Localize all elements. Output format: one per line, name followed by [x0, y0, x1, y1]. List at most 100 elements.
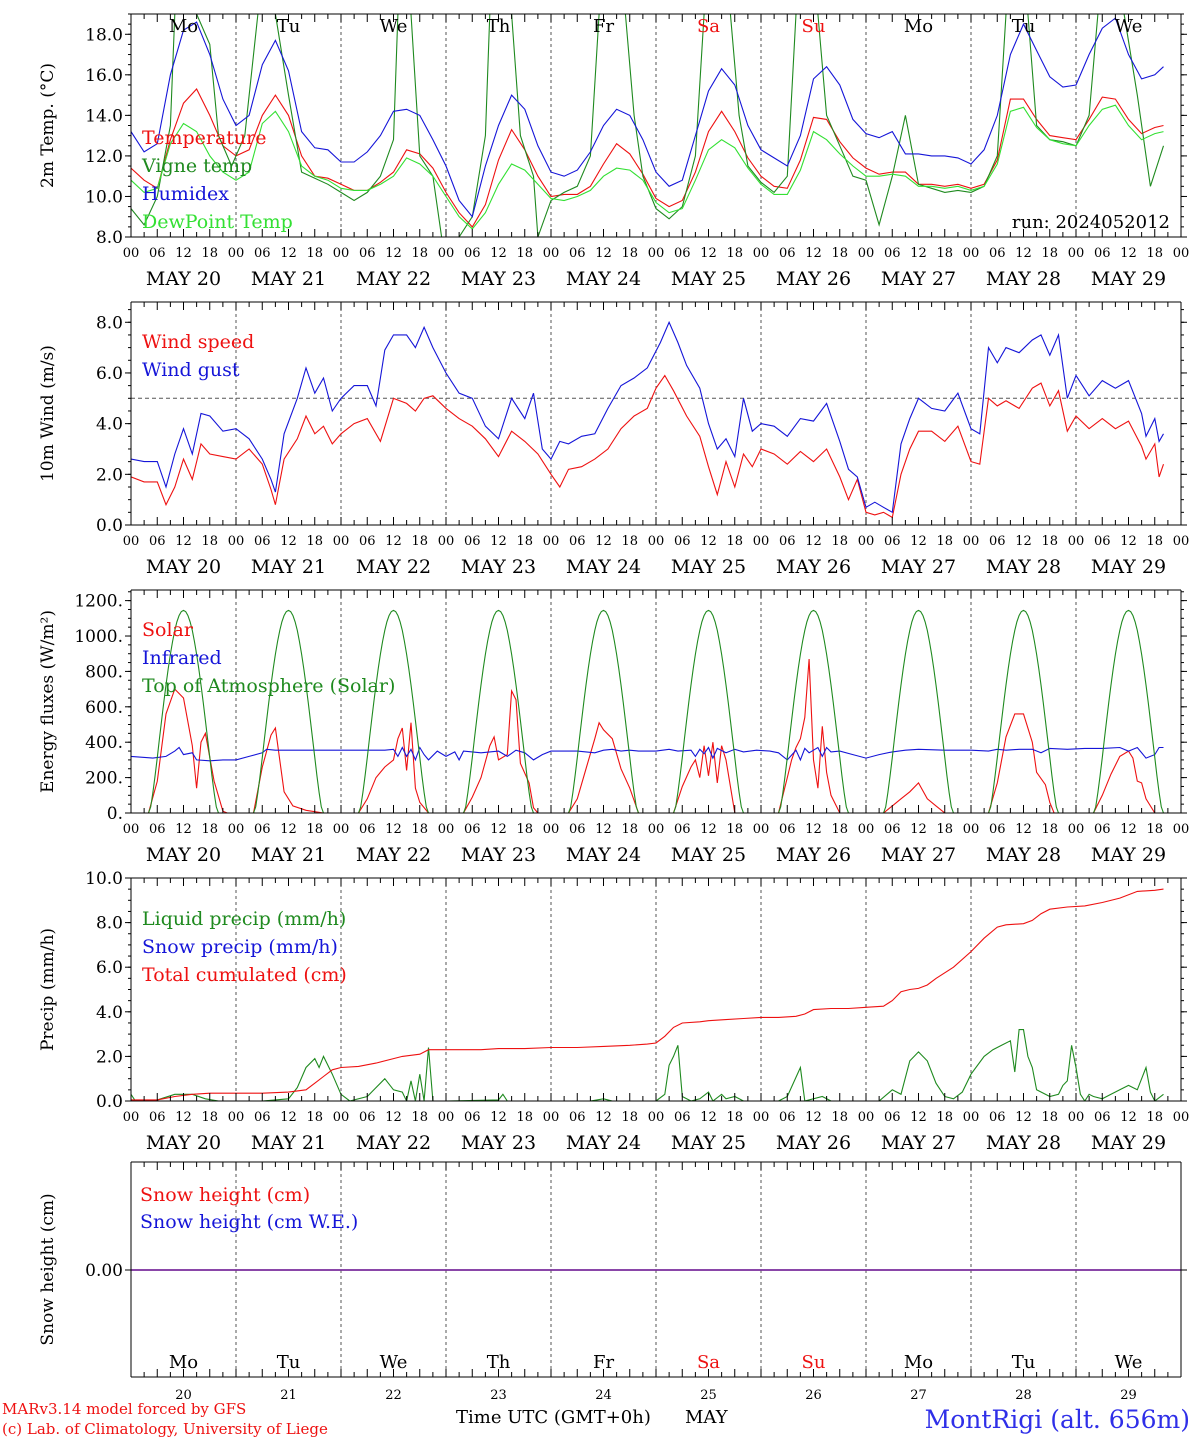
weekday-label: We [1115, 16, 1143, 37]
x-hour-label: 06 [779, 534, 796, 549]
x-hour-label: 06 [674, 534, 691, 549]
x-hour-label: 12 [175, 822, 192, 837]
x-hour-label: 00 [648, 534, 665, 549]
x-hour-label: 00 [753, 534, 770, 549]
y-tick-label: 4.0 [96, 415, 123, 435]
x-hour-label: 06 [1094, 246, 1111, 261]
axes-layer [125, 13, 1187, 1378]
x-hour-label: 06 [1094, 1110, 1111, 1125]
x-date-label: MAY 26 [776, 268, 851, 290]
x-hour-label: 12 [175, 1110, 192, 1125]
legend-item: Snow height (cm W.E.) [140, 1211, 358, 1233]
x-hour-label: 18 [936, 1110, 953, 1125]
day-number-label: 23 [490, 1388, 507, 1403]
x-hour-label: 18 [1146, 1110, 1163, 1125]
x-hour-label: 18 [411, 822, 428, 837]
x-hour-label: 06 [674, 246, 691, 261]
x-hour-label: 06 [149, 1110, 166, 1125]
x-hour-label: 00 [438, 822, 455, 837]
y-tick-label: 8.0 [96, 228, 123, 248]
weekday-label: Tu [1012, 16, 1036, 37]
x-hour-label: 00 [438, 1110, 455, 1125]
x-hour-label: 12 [280, 822, 297, 837]
x-hour-label: 06 [254, 1110, 271, 1125]
day-number-label: 27 [910, 1388, 927, 1403]
x-hour-label: 06 [254, 246, 271, 261]
weekday-label: We [380, 1352, 408, 1373]
x-date-label: MAY 25 [671, 556, 746, 578]
x-hour-label: 06 [569, 822, 586, 837]
x-hour-label: 18 [201, 1110, 218, 1125]
y-tick-label: 2.0 [96, 1047, 123, 1067]
x-hour-label: 00 [123, 822, 140, 837]
weekday-label: Tu [1012, 1352, 1036, 1373]
x-hour-label: 00 [858, 1110, 875, 1125]
x-hour-label: 18 [1041, 246, 1058, 261]
x-hour-label: 12 [1015, 1110, 1032, 1125]
x-hour-label: 00 [438, 534, 455, 549]
day-number-label: 28 [1015, 1388, 1032, 1403]
day-number-label: 25 [700, 1388, 717, 1403]
x-hour-label: 06 [989, 534, 1006, 549]
y-tick-label: 800. [85, 662, 123, 682]
x-hour-label: 18 [831, 246, 848, 261]
x-hour-label: 06 [254, 822, 271, 837]
x-hour-label: 12 [805, 534, 822, 549]
x-hour-label: 06 [884, 534, 901, 549]
x-hour-label: 00 [753, 246, 770, 261]
x-hour-label: 18 [411, 534, 428, 549]
legend-item: Snow height (cm) [140, 1184, 310, 1206]
x-date-label: MAY 29 [1091, 844, 1166, 866]
y-axis-title: Precip (mm/h) [38, 928, 58, 1051]
x-hour-label: 12 [910, 534, 927, 549]
legend-item: Infrared [142, 647, 222, 669]
y-axis-title: Energy fluxes (W/m²) [38, 610, 58, 793]
weekday-label: We [380, 16, 408, 37]
x-hour-label: 18 [726, 1110, 743, 1125]
x-date-label: MAY 25 [671, 844, 746, 866]
legend-item: Vigne temp [141, 155, 252, 177]
x-hour-label: 12 [175, 246, 192, 261]
x-date-label: MAY 21 [251, 268, 326, 290]
x-hour-label: 06 [464, 534, 481, 549]
x-hour-label: 00 [1173, 822, 1190, 837]
x-hour-label: 18 [516, 1110, 533, 1125]
x-hour-label: 06 [884, 1110, 901, 1125]
day-number-label: 20 [175, 1388, 192, 1403]
x-date-label: MAY 20 [146, 1132, 221, 1154]
x-hour-label: 18 [201, 534, 218, 549]
x-hour-label: 00 [963, 246, 980, 261]
x-hour-label: 18 [621, 534, 638, 549]
x-date-label: MAY 23 [461, 1132, 536, 1154]
series-line [131, 658, 1156, 813]
x-hour-label: 00 [753, 1110, 770, 1125]
x-hour-label: 00 [228, 1110, 245, 1125]
y-tick-label: 200. [85, 769, 123, 789]
x-date-label: MAY 26 [776, 556, 851, 578]
x-hour-label: 00 [228, 534, 245, 549]
x-date-label: MAY 24 [566, 844, 641, 866]
series-line [131, 888, 1164, 1101]
x-hour-label: 00 [1173, 1110, 1190, 1125]
weekday-label: Mo [169, 16, 198, 37]
weekday-label: Th [487, 16, 511, 37]
x-hour-label: 12 [1120, 822, 1137, 837]
x-hour-label: 00 [648, 1110, 665, 1125]
run-annotation: run: 2024052012 [1012, 212, 1170, 233]
x-hour-label: 00 [333, 822, 350, 837]
y-tick-label: 14.0 [85, 106, 123, 126]
x-hour-label: 18 [411, 246, 428, 261]
x-date-label: MAY 22 [356, 268, 431, 290]
x-hour-label: 18 [516, 822, 533, 837]
x-hour-label: 00 [963, 1110, 980, 1125]
y-tick-label: 1000. [74, 627, 123, 647]
x-hour-label: 06 [464, 822, 481, 837]
x-hour-label: 12 [1120, 246, 1137, 261]
day-number-label: 22 [385, 1388, 402, 1403]
x-date-label: MAY 27 [881, 268, 956, 290]
x-hour-label: 18 [831, 1110, 848, 1125]
weekday-label: Su [802, 16, 826, 37]
x-axis-label: Time UTC (GMT+0h) [456, 1407, 651, 1428]
x-hour-label: 06 [989, 1110, 1006, 1125]
